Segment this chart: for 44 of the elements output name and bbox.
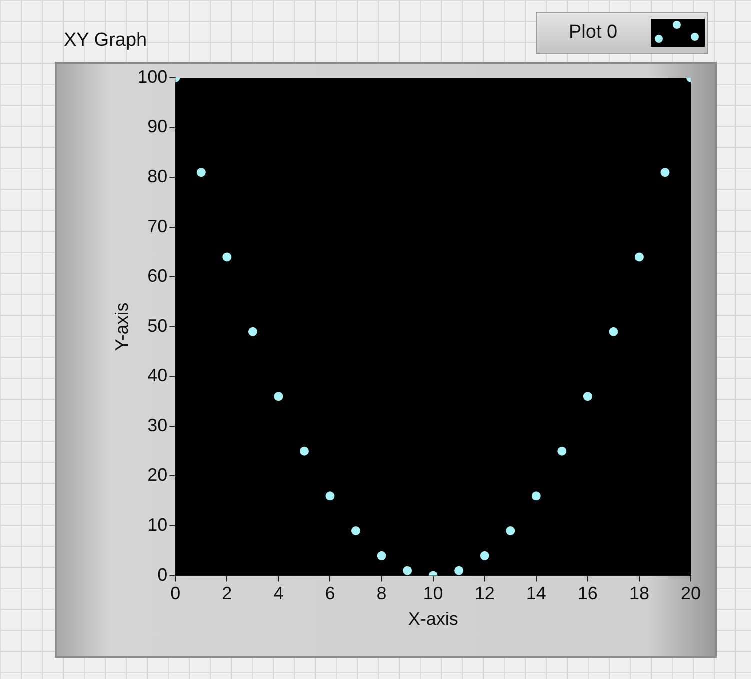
- y-tick-label: 70: [148, 216, 168, 236]
- point: [480, 551, 490, 560]
- y-tick-label: 20: [148, 465, 168, 486]
- point: [558, 446, 567, 456]
- point: [352, 526, 361, 536]
- point: [274, 392, 284, 402]
- point: [377, 551, 386, 560]
- point: [583, 392, 592, 402]
- x-tick-label: 20: [680, 584, 702, 604]
- point: [660, 168, 670, 178]
- point: [609, 327, 618, 336]
- x-tick-label: 0: [170, 584, 181, 604]
- y-tick-label: 30: [148, 415, 168, 436]
- x-tick-label: 4: [274, 584, 284, 604]
- x-tick-label: 12: [474, 584, 495, 604]
- point: [532, 492, 541, 501]
- y-axis-title: Y-axis: [112, 302, 132, 352]
- point: [454, 566, 464, 576]
- y-tick-label: 60: [148, 266, 168, 286]
- x-tick-label: 6: [325, 584, 336, 604]
- point: [403, 566, 412, 576]
- x-tick-label: 14: [526, 584, 546, 604]
- x-axis-title: X-axis: [408, 609, 458, 630]
- point: [196, 168, 206, 178]
- x-tick-label: 18: [629, 584, 650, 604]
- point: [634, 252, 644, 262]
- point: [300, 446, 309, 456]
- y-tick-label: 50: [148, 316, 168, 336]
- x-tick-label: 2: [222, 584, 232, 604]
- point: [506, 526, 516, 536]
- y-tick-label: 80: [148, 166, 168, 187]
- point: [326, 492, 335, 501]
- legend-label: Plot 0: [569, 22, 618, 44]
- chart-title: XY Graph: [64, 30, 148, 52]
- y-tick-label: 90: [148, 116, 168, 137]
- y-tick-label: 10: [148, 514, 168, 535]
- y-tick-label: 40: [148, 366, 168, 386]
- x-tick-label: 8: [376, 584, 387, 604]
- y-tick-label: 0: [158, 564, 168, 585]
- x-tick-label: 16: [578, 584, 598, 604]
- point: [222, 252, 232, 262]
- x-tick-label: 10: [423, 584, 444, 604]
- point: [248, 327, 258, 336]
- y-tick-label: 100: [138, 66, 168, 87]
